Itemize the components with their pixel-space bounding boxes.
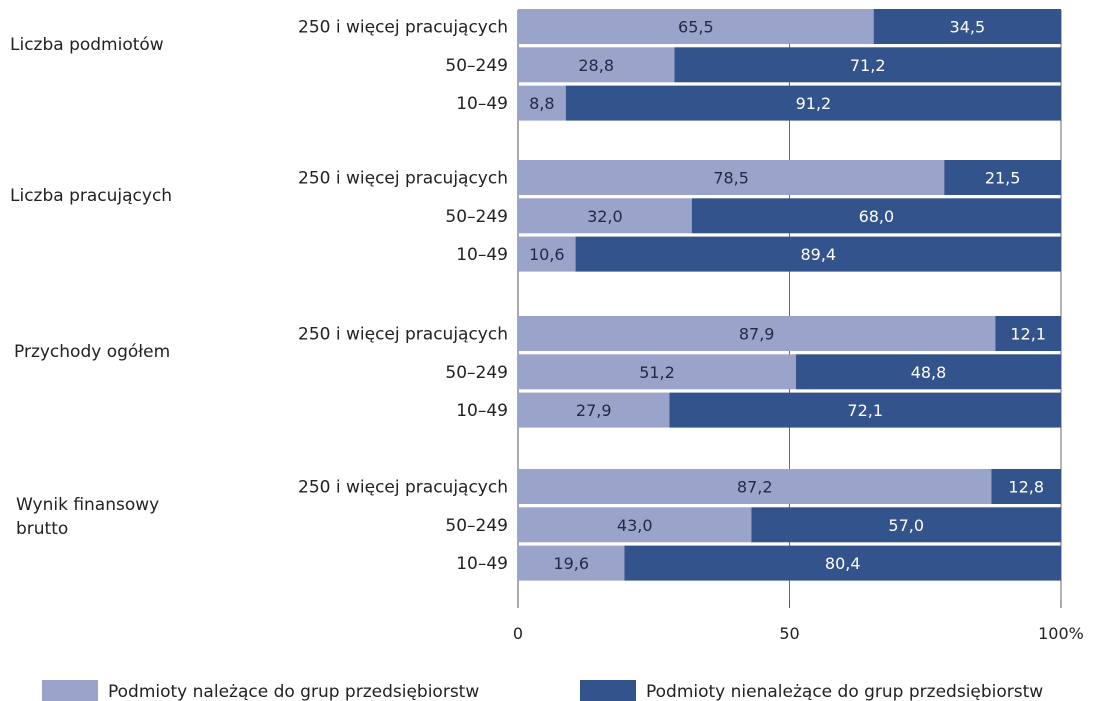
group-label-line: Liczba podmiotów	[10, 35, 164, 55]
row-label: 50–249	[445, 516, 508, 536]
group-label: Przychody ogółem	[14, 342, 170, 362]
group-label-line: brutto	[16, 519, 68, 539]
data-label: 65,5	[678, 18, 714, 37]
bar-segment-nonmember	[944, 160, 1061, 195]
row-label: 10–49	[456, 401, 508, 421]
data-label: 78,5	[713, 169, 749, 188]
axis-layer: 0 50 100%	[513, 600, 1084, 643]
data-label: 12,8	[1008, 478, 1044, 497]
row-label: 10–49	[456, 554, 508, 574]
row-label: 50–249	[445, 363, 508, 383]
row-label: 250 i więcej pracujących	[298, 18, 508, 38]
data-label: 27,9	[576, 401, 612, 420]
data-label: 43,0	[617, 516, 653, 535]
row-label: 50–249	[445, 56, 508, 76]
bar-segment-member	[518, 85, 566, 121]
legend-label-nonmember: Podmioty nienależące do grup przedsiębio…	[646, 682, 1043, 701]
legend-swatch-nonmember	[580, 680, 636, 701]
bar-segment-nonmember	[995, 316, 1061, 351]
x-tick-label: 100%	[1038, 624, 1084, 643]
group-label-line: Wynik finansowy	[16, 495, 159, 515]
group-label-line: Przychody ogółem	[14, 342, 170, 362]
data-label: 87,2	[737, 478, 773, 497]
row-label: 10–49	[456, 245, 508, 265]
bar-segment-member	[518, 507, 752, 543]
data-label: 12,1	[1010, 325, 1046, 344]
group-label: Liczba pracujących	[10, 186, 172, 206]
data-label: 87,9	[739, 325, 775, 344]
data-label: 32,0	[587, 207, 623, 226]
legend-swatch-member	[42, 680, 98, 701]
bar-segment-member	[518, 236, 576, 272]
data-label: 71,2	[850, 56, 886, 75]
bar-segment-nonmember	[796, 354, 1061, 390]
data-label: 80,4	[825, 554, 861, 573]
data-label: 34,5	[950, 18, 986, 37]
row-label: 250 i więcej pracujących	[298, 478, 508, 498]
row-label: 50–249	[445, 207, 508, 227]
data-label: 89,4	[800, 245, 836, 264]
bar-segment-nonmember	[575, 236, 1061, 272]
bar-segment-nonmember	[674, 47, 1061, 83]
data-label: 48,8	[911, 363, 947, 382]
bar-segment-nonmember	[991, 469, 1061, 504]
group-label-line: Liczba pracujących	[10, 186, 172, 206]
bar-segment-nonmember	[624, 545, 1061, 581]
bar-segment-nonmember	[751, 507, 1061, 543]
row-label: 10–49	[456, 94, 508, 114]
group-label: Liczba podmiotów	[10, 35, 164, 55]
bar-segment-member	[518, 9, 874, 44]
bar-segment-nonmember	[565, 85, 1061, 121]
x-tick-label: 0	[513, 624, 523, 643]
bar-segment-member	[518, 545, 625, 581]
row-label: 250 i więcej pracujących	[298, 325, 508, 345]
data-label: 10,6	[529, 245, 565, 264]
bar-segment-member	[518, 160, 945, 195]
data-label: 57,0	[888, 516, 924, 535]
bar-segment-member	[518, 47, 675, 83]
bar-segment-member	[518, 469, 992, 504]
data-label: 51,2	[639, 363, 675, 382]
bar-segment-member	[518, 392, 670, 428]
bar-segment-nonmember	[691, 198, 1061, 234]
bar-segment-nonmember	[873, 9, 1061, 44]
legend: Podmioty należące do grup przedsiębiorst…	[42, 680, 1043, 701]
bar-segment-member	[518, 354, 797, 390]
legend-label-member: Podmioty należące do grup przedsiębiorst…	[108, 682, 479, 701]
bar-segment-member	[518, 198, 692, 234]
row-label: 250 i więcej pracujących	[298, 169, 508, 189]
x-tick-label: 50	[779, 624, 799, 643]
data-label: 21,5	[985, 169, 1021, 188]
bars-layer	[518, 9, 1061, 581]
data-label: 72,1	[847, 401, 883, 420]
data-label: 19,6	[553, 554, 589, 573]
data-label: 8,8	[529, 94, 554, 113]
data-label: 28,8	[578, 56, 614, 75]
bar-segment-member	[518, 316, 996, 351]
labels-layer: Liczba podmiotów 250 i więcej pracujących…	[10, 18, 1046, 575]
group-label: Wynik finansowy brutto	[16, 495, 159, 539]
data-label: 91,2	[796, 94, 832, 113]
data-label: 68,0	[859, 207, 895, 226]
bar-segment-nonmember	[669, 392, 1061, 428]
